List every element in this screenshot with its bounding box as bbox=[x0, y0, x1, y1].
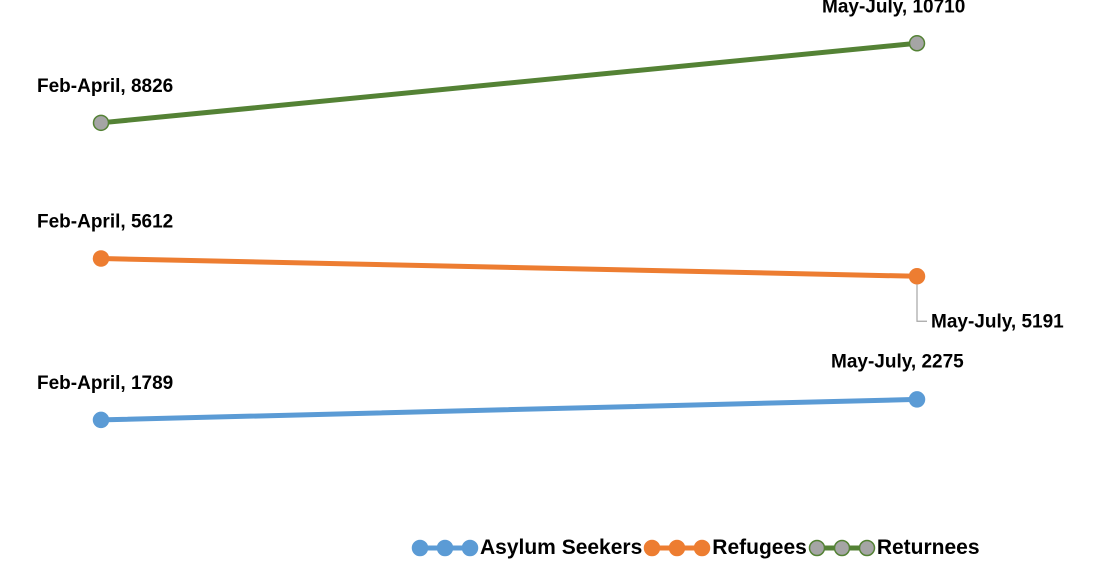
data-label-returnees-1: Feb-April, 8826 bbox=[37, 76, 173, 97]
legend-item-refugees: Refugees bbox=[642, 536, 807, 560]
legend-swatch-refugees bbox=[644, 539, 711, 557]
legend-label-asylum-seekers: Asylum Seekers bbox=[480, 536, 643, 559]
legend-label-refugees: Refugees bbox=[712, 536, 807, 559]
legend-item-returnees: Returnees bbox=[807, 536, 980, 560]
legend-swatch-returnees bbox=[808, 539, 876, 557]
data-label-asylum-seekers-1: Feb-April, 1789 bbox=[37, 373, 173, 394]
data-point-asylum-seekers-1 bbox=[92, 411, 110, 429]
legend-item-asylum-seekers: Asylum Seekers bbox=[410, 536, 642, 560]
data-label-refugees-1: Feb-April, 5612 bbox=[37, 212, 173, 233]
data-point-asylum-seekers-2 bbox=[908, 391, 926, 408]
data-point-refugees-2 bbox=[908, 268, 926, 285]
legend-swatch-asylum-seekers bbox=[411, 539, 479, 557]
line-chart: Feb-April, 1789 May-July, 2275 Feb-April, … bbox=[37, 0, 1064, 429]
leader-line-refugees-2 bbox=[916, 284, 927, 322]
data-point-refugees-1 bbox=[92, 250, 110, 267]
data-label-returnees-2: May-July, 10710 bbox=[822, 0, 965, 17]
data-label-asylum-seekers-2: May-July, 2275 bbox=[831, 351, 964, 372]
legend-label-returnees: Returnees bbox=[876, 536, 980, 559]
data-point-returnees-2 bbox=[908, 35, 926, 52]
series-line-refugees bbox=[98, 256, 920, 279]
series-line-returnees bbox=[98, 40, 920, 126]
series-line-asylum-seekers bbox=[98, 396, 920, 423]
data-point-returnees-1 bbox=[92, 114, 110, 132]
chart-legend: Asylum Seekers Refugees Returnees bbox=[410, 536, 980, 560]
data-label-refugees-2: May-July, 5191 bbox=[931, 311, 1064, 332]
